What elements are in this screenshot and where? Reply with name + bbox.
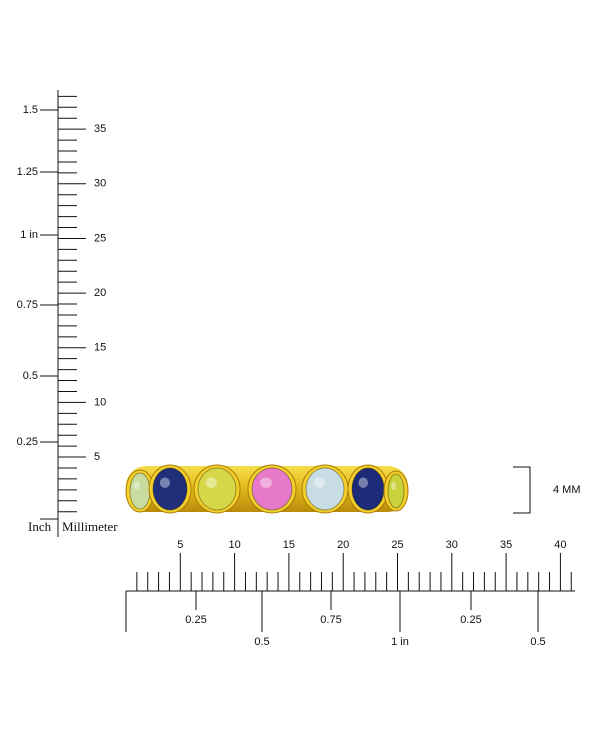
gem-shine	[205, 477, 217, 488]
gemstone	[152, 467, 188, 511]
inch-caption: Inch	[28, 519, 52, 534]
mm-label: 15	[94, 342, 106, 354]
mm-label: 35	[94, 123, 106, 135]
gem-shine	[260, 477, 272, 488]
mm-label: 20	[337, 539, 349, 551]
gemstone	[197, 467, 237, 511]
mm-label: 15	[283, 539, 295, 551]
mm-label: 10	[228, 539, 240, 551]
inch-label: 0.75	[320, 614, 341, 626]
mm-label: 5	[177, 539, 183, 551]
gemstone	[129, 472, 151, 510]
inch-label: 0.5	[23, 370, 38, 382]
inch-label: 1 in	[20, 229, 38, 241]
gemstone	[305, 467, 345, 511]
inch-label: 0.75	[17, 299, 38, 311]
dimension-bracket	[513, 466, 531, 514]
gem-shine	[358, 477, 369, 488]
gem-shine	[391, 481, 396, 491]
mm-label: 10	[94, 396, 106, 408]
inch-label: 0.5	[530, 636, 545, 648]
mm-label: 30	[446, 539, 458, 551]
gemstone	[351, 467, 385, 511]
gemstone	[251, 467, 293, 511]
mm-label: 25	[94, 232, 106, 244]
ring	[125, 464, 409, 514]
inch-label: 1.5	[23, 104, 38, 116]
mm-label: 30	[94, 178, 106, 190]
inch-label: 0.25	[17, 436, 38, 448]
inch-label: 0.25	[185, 614, 206, 626]
gem-shine	[134, 481, 140, 491]
mm-label: 40	[554, 539, 566, 551]
inch-label: 0.5	[254, 636, 269, 648]
gem-shine	[313, 477, 325, 488]
gem-shine	[159, 477, 170, 488]
mm-label: 35	[500, 539, 512, 551]
inch-label: 0.25	[460, 614, 481, 626]
dimension-label: 4 MM	[553, 484, 581, 496]
mm-label: 20	[94, 287, 106, 299]
inch-label: 1.25	[17, 166, 38, 178]
mm-label: 25	[391, 539, 403, 551]
mm-label: 5	[94, 451, 100, 463]
gemstone	[387, 473, 405, 509]
mm-caption: Millimeter	[62, 519, 118, 534]
inch-label: 1 in	[391, 636, 409, 648]
